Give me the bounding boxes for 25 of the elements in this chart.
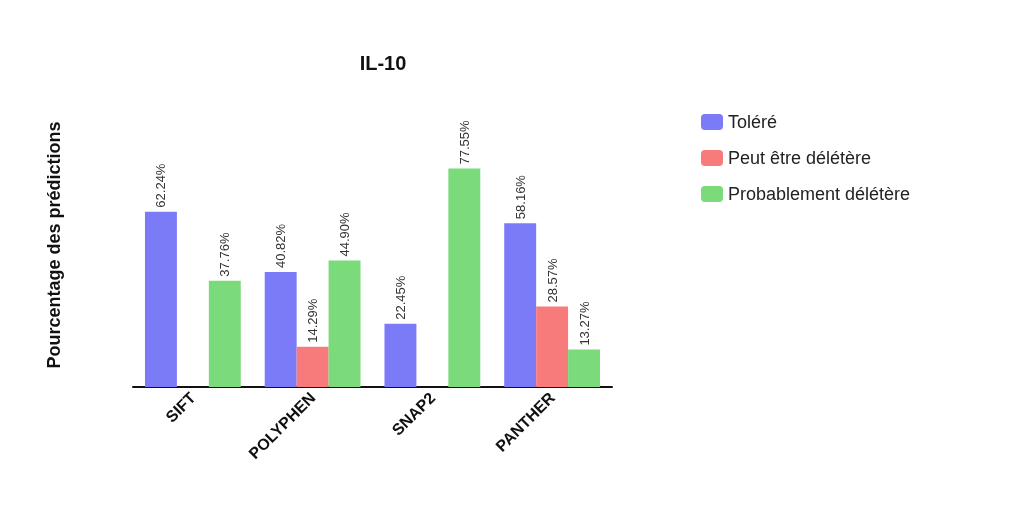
data-label: 14.29% (305, 298, 321, 343)
data-label: 58.16% (512, 174, 528, 220)
bar (448, 168, 481, 387)
legend-label: Probablement délétère (728, 184, 911, 204)
data-label: 62.24% (153, 163, 169, 208)
bar (504, 223, 537, 387)
bar (536, 306, 569, 387)
data-label: 22.45% (392, 275, 408, 320)
data-label: 37.76% (217, 232, 233, 277)
bar (328, 260, 361, 387)
data-label: 13.27% (576, 301, 592, 346)
bar (296, 346, 329, 387)
data-label: 77.55% (456, 120, 472, 165)
bar (568, 349, 601, 387)
data-label: 28.57% (544, 257, 560, 303)
y-axis-title: Pourcentage des prédictions (44, 121, 64, 369)
data-label: 40.82% (273, 223, 289, 269)
bar (264, 272, 297, 387)
chart-title: IL-10 (359, 52, 407, 74)
bar (208, 280, 241, 387)
legend-label: Peut être délétère (728, 148, 872, 168)
bar (384, 323, 417, 387)
bar (144, 211, 177, 387)
data-label: 44.90% (337, 211, 353, 257)
legend-label: Toléré (728, 112, 778, 132)
